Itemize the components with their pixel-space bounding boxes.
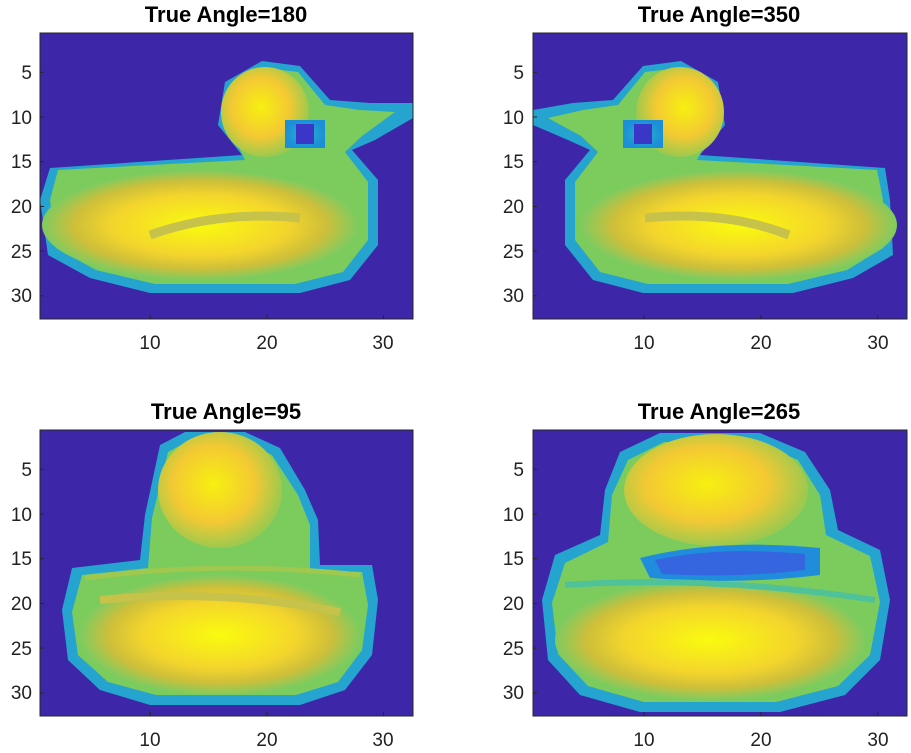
heatmap-image — [40, 33, 413, 319]
plot-frame — [532, 32, 908, 320]
x-tick-label: 10 — [633, 730, 654, 751]
x-tick-label: 10 — [139, 333, 160, 354]
y-tick-label: 5 — [21, 63, 32, 84]
y-tick-label: 20 — [503, 594, 524, 615]
y-tick-label: 20 — [11, 594, 32, 615]
y-axis-ticks: 5 10 15 20 25 30 — [503, 63, 537, 307]
x-axis-ticks: 10 20 30 — [633, 315, 889, 354]
y-tick-label: 25 — [503, 639, 524, 660]
duck-shape — [40, 61, 413, 293]
y-tick-label: 15 — [503, 549, 524, 570]
plot-frame — [532, 429, 908, 717]
y-tick-label: 5 — [513, 460, 524, 481]
panel-1: True Angle=180 5 10 15 20 — [11, 2, 414, 354]
y-tick-label: 15 — [11, 152, 32, 173]
y-tick-label: 15 — [503, 152, 524, 173]
duck-head — [158, 432, 282, 548]
x-tick-label: 30 — [372, 333, 393, 354]
x-tick-label: 30 — [867, 730, 888, 751]
x-tick-label: 20 — [256, 333, 277, 354]
duck-eye — [634, 124, 652, 144]
x-axis-ticks: 10 20 30 — [633, 712, 889, 751]
y-tick-label: 10 — [11, 108, 32, 129]
y-tick-label: 30 — [11, 286, 32, 307]
y-tick-label: 5 — [21, 460, 32, 481]
y-tick-label: 10 — [503, 108, 524, 129]
duck-shape — [533, 61, 897, 293]
plot-frame — [39, 32, 414, 320]
y-tick-label: 25 — [11, 639, 32, 660]
panel-title: True Angle=265 — [638, 399, 800, 424]
y-tick-label: 25 — [11, 242, 32, 263]
duck-head — [624, 434, 808, 546]
x-tick-label: 10 — [139, 730, 160, 751]
duck-wing — [148, 211, 301, 240]
y-tick-label: 10 — [503, 505, 524, 526]
x-tick-label: 10 — [633, 333, 654, 354]
y-tick-label: 30 — [11, 683, 32, 704]
x-tick-label: 30 — [867, 333, 888, 354]
duck-wing — [84, 565, 361, 581]
panel-title: True Angle=350 — [638, 2, 800, 27]
x-tick-label: 20 — [750, 333, 771, 354]
panel-title: True Angle=95 — [151, 399, 301, 424]
panel-title: True Angle=180 — [145, 2, 307, 27]
x-axis-ticks: 10 20 30 — [139, 315, 394, 354]
duck-wing — [644, 211, 791, 240]
panel-4: True Angle=265 5 10 15 20 — [503, 399, 908, 751]
y-tick-label: 25 — [503, 242, 524, 263]
y-tick-label: 15 — [11, 549, 32, 570]
y-axis-ticks: 5 10 15 20 25 30 — [11, 460, 44, 704]
y-axis-ticks: 5 10 15 20 25 30 — [503, 460, 537, 704]
duck-shape — [62, 432, 378, 705]
y-tick-label: 30 — [503, 286, 524, 307]
y-tick-label: 5 — [513, 63, 524, 84]
y-tick-label: 30 — [503, 683, 524, 704]
y-axis-ticks: 5 10 15 20 25 30 — [11, 63, 44, 307]
duck-bill-shadow-core — [655, 551, 805, 576]
y-tick-label: 20 — [11, 197, 32, 218]
x-tick-label: 30 — [372, 730, 393, 751]
heatmap-image — [533, 33, 907, 319]
y-tick-label: 10 — [11, 505, 32, 526]
panel-3: True Angle=95 5 10 15 20 25 — [11, 399, 414, 751]
y-tick-label: 20 — [503, 197, 524, 218]
x-axis-ticks: 10 20 30 — [139, 712, 394, 751]
duck-body — [555, 580, 865, 700]
heatmap-image — [533, 430, 907, 716]
panel-2: True Angle=350 5 10 15 20 — [503, 2, 908, 354]
x-tick-label: 20 — [256, 730, 277, 751]
heatmap-image — [40, 430, 413, 716]
duck-eye — [296, 124, 314, 144]
x-tick-label: 20 — [750, 730, 771, 751]
duck-shape — [542, 433, 890, 712]
duck-wing — [99, 592, 341, 616]
duck-wing — [564, 579, 876, 603]
plot-frame — [39, 429, 414, 717]
